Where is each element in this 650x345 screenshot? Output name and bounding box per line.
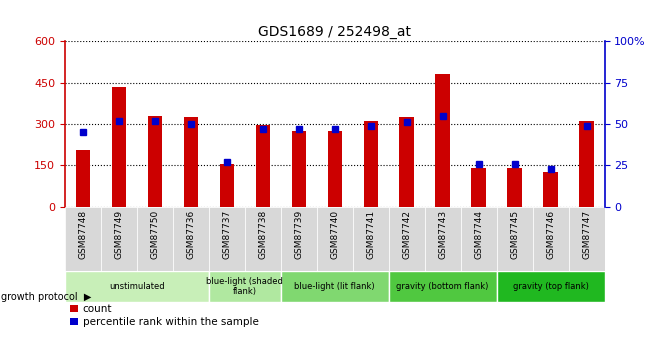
- Text: GSM87744: GSM87744: [474, 210, 483, 259]
- Bar: [543, 172, 558, 207]
- Text: GSM87750: GSM87750: [150, 210, 159, 259]
- Bar: [389, 271, 497, 302]
- Text: growth protocol  ▶: growth protocol ▶: [1, 292, 91, 302]
- Text: gravity (bottom flank): gravity (bottom flank): [396, 282, 489, 291]
- Bar: [209, 271, 281, 302]
- Bar: [389, 207, 424, 271]
- Bar: [137, 207, 173, 271]
- Text: GSM87741: GSM87741: [366, 210, 375, 259]
- Bar: [76, 150, 90, 207]
- Bar: [112, 87, 126, 207]
- Bar: [532, 207, 569, 271]
- Bar: [245, 207, 281, 271]
- Bar: [508, 168, 522, 207]
- Legend: count, percentile rank within the sample: count, percentile rank within the sample: [70, 304, 259, 327]
- Bar: [497, 207, 532, 271]
- Text: GSM87743: GSM87743: [438, 210, 447, 259]
- Bar: [497, 271, 604, 302]
- Bar: [65, 271, 209, 302]
- Text: GSM87742: GSM87742: [402, 210, 411, 259]
- Bar: [65, 207, 101, 271]
- Bar: [471, 168, 486, 207]
- Bar: [281, 207, 317, 271]
- Text: gravity (top flank): gravity (top flank): [513, 282, 588, 291]
- Bar: [353, 207, 389, 271]
- Bar: [220, 164, 234, 207]
- Bar: [569, 207, 604, 271]
- Bar: [436, 75, 450, 207]
- Bar: [173, 207, 209, 271]
- Text: GSM87739: GSM87739: [294, 210, 304, 259]
- Bar: [363, 121, 378, 207]
- Bar: [292, 131, 306, 207]
- Bar: [255, 126, 270, 207]
- Bar: [317, 207, 353, 271]
- Bar: [424, 207, 461, 271]
- Text: blue-light (shaded
flank): blue-light (shaded flank): [207, 277, 283, 296]
- Text: GSM87748: GSM87748: [79, 210, 88, 259]
- Bar: [101, 207, 137, 271]
- Text: GSM87737: GSM87737: [222, 210, 231, 259]
- Bar: [281, 271, 389, 302]
- Text: blue-light (lit flank): blue-light (lit flank): [294, 282, 375, 291]
- Text: GSM87740: GSM87740: [330, 210, 339, 259]
- Bar: [328, 131, 342, 207]
- Text: GSM87746: GSM87746: [546, 210, 555, 259]
- Text: GSM87747: GSM87747: [582, 210, 591, 259]
- Bar: [184, 117, 198, 207]
- Text: unstimulated: unstimulated: [109, 282, 164, 291]
- Bar: [461, 207, 497, 271]
- Bar: [209, 207, 245, 271]
- Title: GDS1689 / 252498_at: GDS1689 / 252498_at: [258, 25, 411, 39]
- Text: GSM87745: GSM87745: [510, 210, 519, 259]
- Text: GSM87736: GSM87736: [187, 210, 196, 259]
- Text: GSM87738: GSM87738: [258, 210, 267, 259]
- Text: GSM87749: GSM87749: [114, 210, 124, 259]
- Bar: [400, 117, 414, 207]
- Bar: [148, 116, 162, 207]
- Bar: [579, 121, 593, 207]
